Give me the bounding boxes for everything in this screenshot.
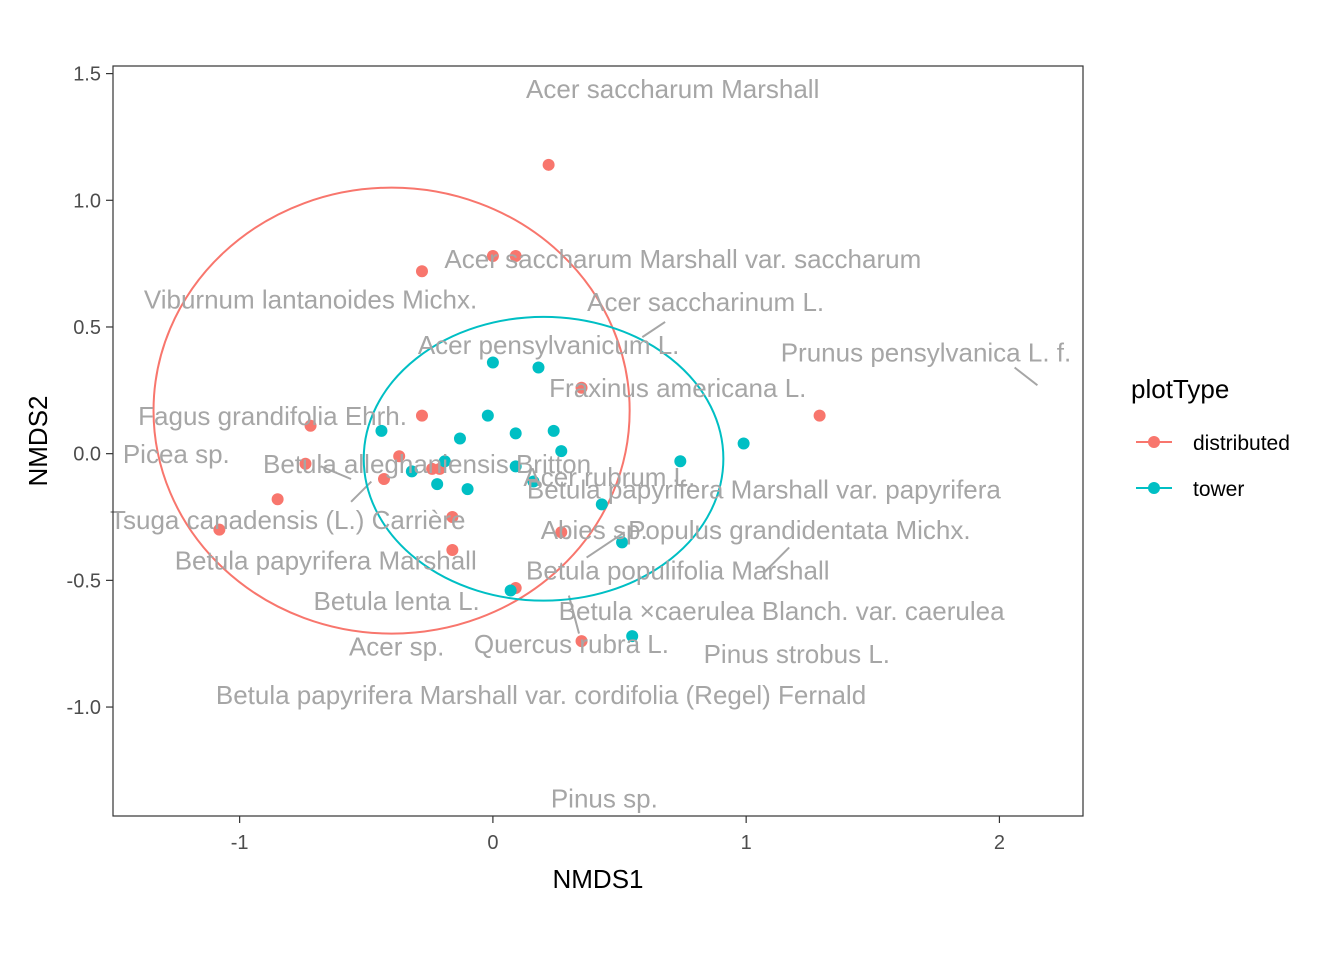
species-label-picea-sp: Picea sp. — [123, 439, 230, 469]
point-distributed-20 — [575, 635, 588, 648]
species-label-prunus-pensylvanica-l-f: Prunus pensylvanica L. f. — [781, 338, 1072, 368]
species-label-acer-pensylvanicum-l: Acer pensylvanicum L. — [418, 330, 680, 360]
point-distributed-18 — [446, 543, 459, 556]
point-tower-1 — [486, 356, 499, 369]
x-tick-label-2: 0 — [487, 832, 498, 854]
legend-item-tower: tower — [1136, 478, 1244, 501]
point-distributed-3 — [509, 250, 522, 263]
point-tower-20 — [626, 630, 639, 643]
species-label-acer-rubrum-l: Acer rubrum L. — [523, 462, 695, 492]
point-tower-11 — [509, 460, 522, 473]
species-label-betula-papyrifera-marshall-var-cordifolia-regel-fernald: Betula papyrifera Marshall var. cordifol… — [216, 680, 866, 710]
point-distributed-4 — [415, 265, 428, 278]
legend-key-dot-distributed — [1148, 436, 1160, 448]
point-distributed-5 — [575, 381, 588, 394]
point-distributed-15 — [213, 523, 226, 536]
legend-item-distributed: distributed — [1136, 432, 1290, 455]
point-tower-4 — [509, 427, 522, 440]
species-label-betula-caerulea-blanch-var-caerulea: Betula ×caerulea Blanch. var. caerulea — [559, 596, 1005, 626]
y-tick-label-3: 0.0 — [73, 444, 101, 466]
point-tower-18 — [616, 536, 629, 549]
point-tower-9 — [737, 437, 750, 450]
point-tower-13 — [527, 475, 540, 488]
legend-label-tower: tower — [1193, 478, 1244, 501]
x-axis-title: NMDS1 — [552, 864, 643, 894]
point-distributed-11 — [377, 473, 390, 486]
species-label-acer-saccharum-marshall-var-saccharum: Acer saccharum Marshall var. saccharum — [444, 244, 921, 274]
leader-line-7 — [567, 595, 580, 634]
point-tower-15 — [461, 483, 474, 496]
plot-panel-border — [112, 65, 1084, 817]
legend-title: plotType — [1131, 374, 1229, 404]
leader-line-1 — [641, 321, 666, 338]
point-distributed-7 — [304, 419, 317, 432]
point-tower-16 — [674, 455, 687, 468]
species-label-fagus-grandifolia-ehrh: Fagus grandifolia Ehrh. — [138, 401, 407, 431]
point-tower-12 — [405, 465, 418, 478]
data-points — [213, 158, 826, 648]
species-label-quercus-rubra-l: Quercus rubra L. — [474, 629, 669, 659]
leader-lines — [320, 321, 1039, 634]
species-label-acer-saccharinum-l: Acer saccharinum L. — [587, 287, 824, 317]
species-label-betula-lenta-l: Betula lenta L. — [314, 586, 480, 616]
x-tick-label-3: 1 — [741, 832, 752, 854]
species-label-acer-sp: Acer sp. — [349, 632, 444, 662]
leader-line-5 — [586, 531, 626, 559]
y-tick-label-5: 1.0 — [73, 190, 101, 212]
y-tick-label-4: 0.5 — [73, 317, 101, 339]
point-tower-3 — [481, 409, 494, 422]
point-distributed-17 — [555, 526, 568, 539]
point-distributed-1 — [542, 158, 555, 171]
point-tower-10 — [438, 455, 451, 468]
species-label-viburnum-lantanoides-michx: Viburnum lantanoides Michx. — [144, 285, 477, 315]
point-tower-5 — [547, 424, 560, 437]
point-tower-8 — [555, 445, 568, 458]
species-label-pinus-sp: Pinus sp. — [551, 784, 658, 814]
point-tower-17 — [595, 498, 608, 511]
leader-line-3 — [320, 465, 352, 480]
y-tick-label-1: -1.0 — [67, 697, 101, 719]
legend-key-dot-tower — [1148, 482, 1160, 494]
species-label-betula-alleghaniensis-britton: Betula alleghaniensis Britton — [263, 449, 591, 479]
species-label-acer-saccharum-marshall: Acer saccharum Marshall — [526, 74, 819, 104]
y-tick-label-6: 1.5 — [73, 64, 101, 86]
leader-line-4 — [350, 480, 373, 503]
species-label-populus-grandidentata-michx: Populus grandidentata Michx. — [628, 515, 971, 545]
point-distributed-10 — [299, 457, 312, 470]
leader-line-2 — [1014, 366, 1039, 387]
y-tick-label-2: -0.5 — [67, 570, 101, 592]
point-distributed-14 — [271, 493, 284, 506]
axes: -1 0 1 2 -1.0 -0.5 0.0 0.5 1.0 1.5 — [67, 64, 1005, 854]
x-tick-label-4: 2 — [994, 832, 1005, 854]
y-axis-title: NMDS2 — [23, 395, 53, 486]
point-distributed-16 — [446, 511, 459, 524]
point-distributed-8 — [415, 409, 428, 422]
leader-line-6 — [763, 546, 790, 574]
point-tower-19 — [504, 584, 517, 597]
x-tick-label-1: -1 — [231, 832, 249, 854]
point-distributed-9 — [393, 450, 406, 463]
point-distributed-6 — [813, 409, 826, 422]
point-tower-7 — [453, 432, 466, 445]
species-label-abies-sp: Abies sp. — [541, 515, 648, 545]
point-tower-2 — [532, 361, 545, 374]
species-label-betula-populifolia-marshall: Betula populifolia Marshall — [526, 556, 830, 586]
legend-label-distributed: distributed — [1193, 432, 1290, 455]
species-label-betula-papyrifera-marshall-var-papyrifera: Betula papyrifera Marshall var. papyrife… — [527, 475, 1002, 505]
point-tower-14 — [431, 478, 444, 491]
species-label-tsuga-canadensis-l-carri-re: Tsuga canadensis (L.) Carrière — [110, 505, 466, 535]
species-label-pinus-strobus-l: Pinus strobus L. — [704, 639, 890, 669]
confidence-ellipses — [152, 186, 725, 635]
ellipse-distributed — [152, 186, 631, 635]
species-label-betula-papyrifera-marshall: Betula papyrifera Marshall — [175, 545, 477, 575]
species-label-fraxinus-americana-l: Fraxinus americana L. — [549, 373, 806, 403]
point-distributed-2 — [486, 250, 499, 263]
point-tower-6 — [375, 424, 388, 437]
species-labels: Acer saccharum Marshall Acer saccharum Ma… — [110, 74, 1071, 813]
legend: plotType distributed tower — [1131, 374, 1290, 501]
ellipse-tower — [362, 315, 725, 602]
